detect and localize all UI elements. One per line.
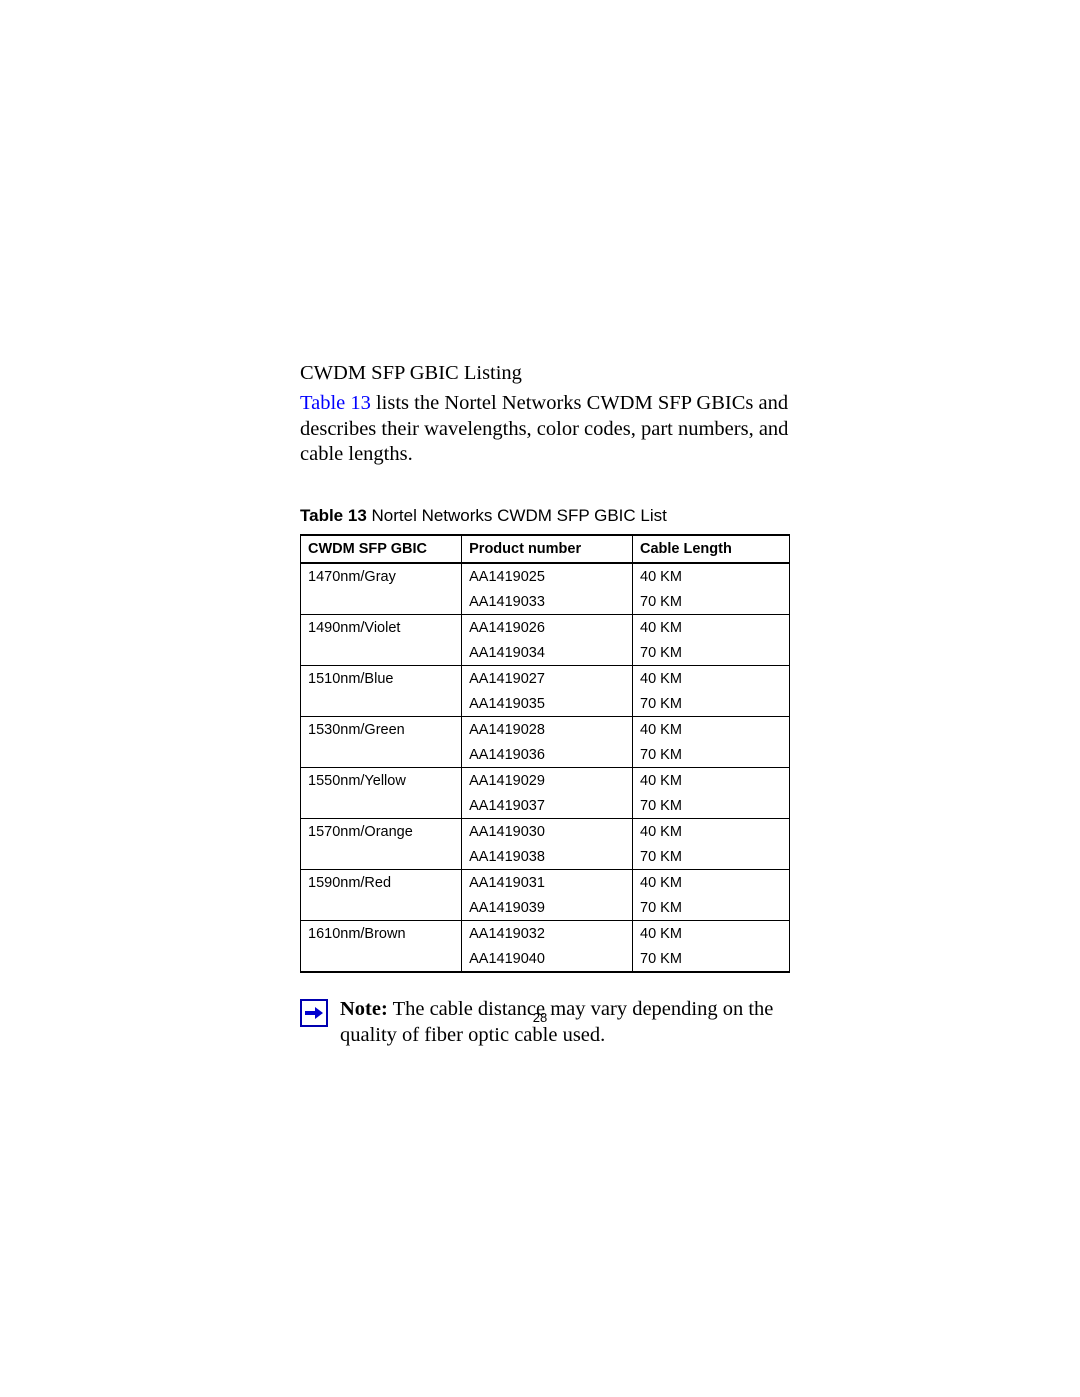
- cell-product: AA1419037: [462, 793, 633, 819]
- cell-gbic: 1490nm/Violet: [301, 614, 462, 640]
- cell-length: 70 KM: [633, 691, 790, 717]
- cell-product: AA1419040: [462, 946, 633, 972]
- cell-gbic: 1530nm/Green: [301, 716, 462, 742]
- table-row: AA141904070 KM: [301, 946, 790, 972]
- cell-gbic: [301, 946, 462, 972]
- content-region: CWDM SFP GBIC Listing Table 13 lists the…: [300, 362, 790, 1048]
- table-caption-label: Table 13: [300, 506, 367, 525]
- cell-product: AA1419025: [462, 563, 633, 589]
- table-body: 1470nm/GrayAA141902540 KMAA141903370 KM1…: [301, 563, 790, 972]
- cell-product: AA1419034: [462, 640, 633, 666]
- table-row: 1530nm/GreenAA141902840 KM: [301, 716, 790, 742]
- cell-product: AA1419033: [462, 589, 633, 615]
- table-header-row: CWDM SFP GBIC Product number Cable Lengt…: [301, 535, 790, 563]
- cell-product: AA1419035: [462, 691, 633, 717]
- cell-length: 40 KM: [633, 920, 790, 946]
- cell-gbic: 1550nm/Yellow: [301, 767, 462, 793]
- table-row: 1570nm/OrangeAA141903040 KM: [301, 818, 790, 844]
- cell-length: 40 KM: [633, 818, 790, 844]
- cell-length: 70 KM: [633, 793, 790, 819]
- table-row: 1590nm/RedAA141903140 KM: [301, 869, 790, 895]
- gbic-table: CWDM SFP GBIC Product number Cable Lengt…: [300, 534, 790, 973]
- cell-gbic: 1470nm/Gray: [301, 563, 462, 589]
- cell-length: 70 KM: [633, 946, 790, 972]
- table-row: AA141903870 KM: [301, 844, 790, 870]
- cell-length: 40 KM: [633, 563, 790, 589]
- page-number: 28: [0, 1010, 1080, 1025]
- table-row: 1550nm/YellowAA141902940 KM: [301, 767, 790, 793]
- col-header-product: Product number: [462, 535, 633, 563]
- table-row: 1490nm/VioletAA141902640 KM: [301, 614, 790, 640]
- cell-gbic: 1590nm/Red: [301, 869, 462, 895]
- cell-product: AA1419026: [462, 614, 633, 640]
- table-row: 1610nm/BrownAA141903240 KM: [301, 920, 790, 946]
- col-header-length: Cable Length: [633, 535, 790, 563]
- cell-gbic: [301, 895, 462, 921]
- cell-length: 70 KM: [633, 640, 790, 666]
- cell-product: AA1419029: [462, 767, 633, 793]
- cell-product: AA1419038: [462, 844, 633, 870]
- table-caption: Table 13 Nortel Networks CWDM SFP GBIC L…: [300, 506, 790, 526]
- col-header-gbic: CWDM SFP GBIC: [301, 535, 462, 563]
- cell-length: 70 KM: [633, 742, 790, 768]
- table-row: AA141903470 KM: [301, 640, 790, 666]
- page: CWDM SFP GBIC Listing Table 13 lists the…: [0, 0, 1080, 1397]
- cell-gbic: 1610nm/Brown: [301, 920, 462, 946]
- table-row: AA141903670 KM: [301, 742, 790, 768]
- cell-length: 40 KM: [633, 869, 790, 895]
- cell-gbic: [301, 691, 462, 717]
- cell-gbic: 1510nm/Blue: [301, 665, 462, 691]
- cell-product: AA1419036: [462, 742, 633, 768]
- table-row: AA141903370 KM: [301, 589, 790, 615]
- cell-gbic: [301, 844, 462, 870]
- cell-product: AA1419039: [462, 895, 633, 921]
- table-row: AA141903770 KM: [301, 793, 790, 819]
- cell-length: 70 KM: [633, 589, 790, 615]
- cell-gbic: [301, 589, 462, 615]
- cell-length: 40 KM: [633, 665, 790, 691]
- cell-gbic: [301, 793, 462, 819]
- table-reference-link[interactable]: Table 13: [300, 392, 371, 414]
- table-row: AA141903570 KM: [301, 691, 790, 717]
- table-row: AA141903970 KM: [301, 895, 790, 921]
- cell-length: 40 KM: [633, 716, 790, 742]
- cell-product: AA1419028: [462, 716, 633, 742]
- intro-text: lists the Nortel Networks CWDM SFP GBICs…: [300, 392, 788, 465]
- cell-length: 70 KM: [633, 895, 790, 921]
- cell-length: 70 KM: [633, 844, 790, 870]
- section-heading: CWDM SFP GBIC Listing: [300, 362, 790, 385]
- cell-gbic: [301, 742, 462, 768]
- cell-product: AA1419031: [462, 869, 633, 895]
- cell-length: 40 KM: [633, 614, 790, 640]
- table-row: 1470nm/GrayAA141902540 KM: [301, 563, 790, 589]
- table-caption-title: Nortel Networks CWDM SFP GBIC List: [367, 506, 667, 525]
- cell-gbic: [301, 640, 462, 666]
- table-row: 1510nm/BlueAA141902740 KM: [301, 665, 790, 691]
- cell-product: AA1419030: [462, 818, 633, 844]
- cell-length: 40 KM: [633, 767, 790, 793]
- cell-product: AA1419032: [462, 920, 633, 946]
- cell-product: AA1419027: [462, 665, 633, 691]
- intro-paragraph: Table 13 lists the Nortel Networks CWDM …: [300, 391, 790, 468]
- cell-gbic: 1570nm/Orange: [301, 818, 462, 844]
